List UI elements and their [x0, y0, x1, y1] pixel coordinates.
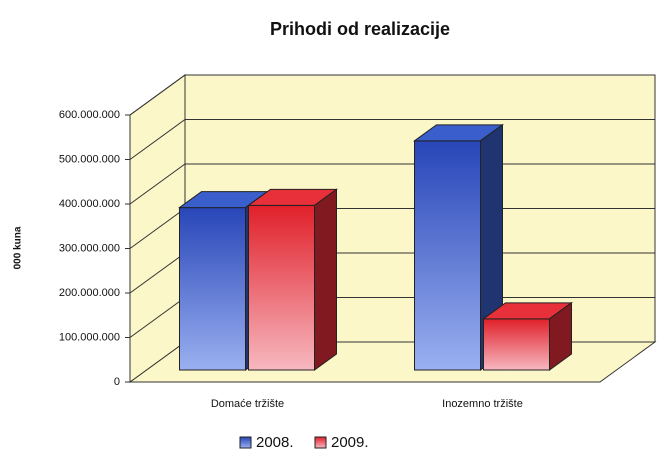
bar [248, 204, 315, 371]
legend-swatch [314, 436, 327, 449]
y-tick-label: 300.000.000 [59, 242, 120, 254]
y-axis-label: 000 kuna [13, 226, 24, 269]
y-tick-label: 400.000.000 [59, 198, 120, 210]
y-tick-label: 200.000.000 [59, 287, 120, 299]
legend-label: 2008. [256, 434, 294, 451]
bar-side [314, 188, 337, 371]
bar [179, 207, 246, 371]
grid-line [129, 119, 655, 160]
grid-line [129, 74, 655, 116]
legend-label: 2009. [331, 434, 369, 451]
y-tick-label: 600.000.000 [59, 109, 120, 121]
x-tick-label: Inozemno tržište [442, 398, 523, 410]
chart-title: Prihodi od realizacije [270, 19, 450, 39]
x-tick-label: Domaće tržište [211, 398, 284, 410]
bar-side [549, 301, 572, 371]
y-tick-label: 100.000.000 [59, 331, 120, 343]
bar [414, 140, 481, 371]
legend-swatch [239, 436, 252, 449]
bar [483, 318, 550, 371]
y-tick-label: 500.000.000 [59, 153, 120, 165]
y-tick-label: 0 [114, 376, 120, 388]
